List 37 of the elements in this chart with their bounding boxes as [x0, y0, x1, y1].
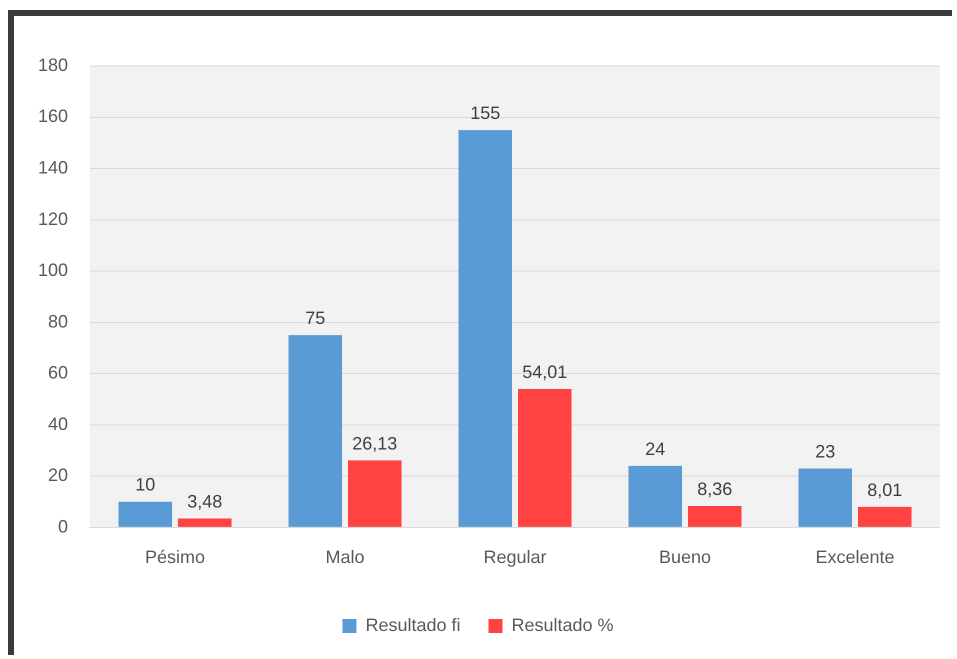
bar	[628, 466, 682, 527]
bar	[348, 460, 402, 527]
bar	[118, 502, 172, 527]
bar	[518, 388, 572, 527]
bar	[458, 130, 512, 527]
y-tick-label: 100	[38, 260, 68, 280]
data-label: 3,48	[187, 491, 222, 512]
y-tick-label: 140	[38, 158, 68, 178]
y-tick-label: 60	[48, 362, 68, 383]
data-label: 24	[645, 438, 666, 459]
data-label: 8,36	[697, 478, 732, 499]
data-label: 26,13	[352, 433, 398, 454]
data-label: 75	[305, 308, 326, 328]
bar	[288, 335, 342, 527]
data-label: 8,01	[867, 480, 902, 500]
y-tick-label: 20	[48, 465, 68, 486]
data-label: 155	[470, 103, 500, 124]
bar	[688, 506, 742, 527]
x-tick-label: Excelente	[815, 547, 895, 568]
y-tick-label: 0	[58, 516, 68, 536]
data-label: 10	[135, 474, 156, 495]
x-tick-label: Malo	[326, 547, 365, 568]
y-tick-label: 40	[48, 414, 68, 434]
bar	[798, 468, 852, 527]
legend-label: Resultado fi	[365, 614, 461, 635]
y-tick-label: 80	[48, 311, 68, 332]
bar	[178, 518, 232, 527]
data-label: 23	[815, 441, 836, 462]
legend-label: Resultado %	[512, 614, 614, 635]
y-tick-label: 180	[38, 54, 68, 75]
x-tick-label: Bueno	[658, 547, 712, 568]
data-label: 54,01	[522, 362, 568, 382]
y-tick-label: 120	[38, 208, 68, 229]
y-tick-label: 160	[38, 106, 68, 126]
bar	[858, 506, 912, 527]
x-tick-label: Pésimo	[145, 547, 206, 568]
x-tick-label: Regular	[483, 547, 547, 568]
